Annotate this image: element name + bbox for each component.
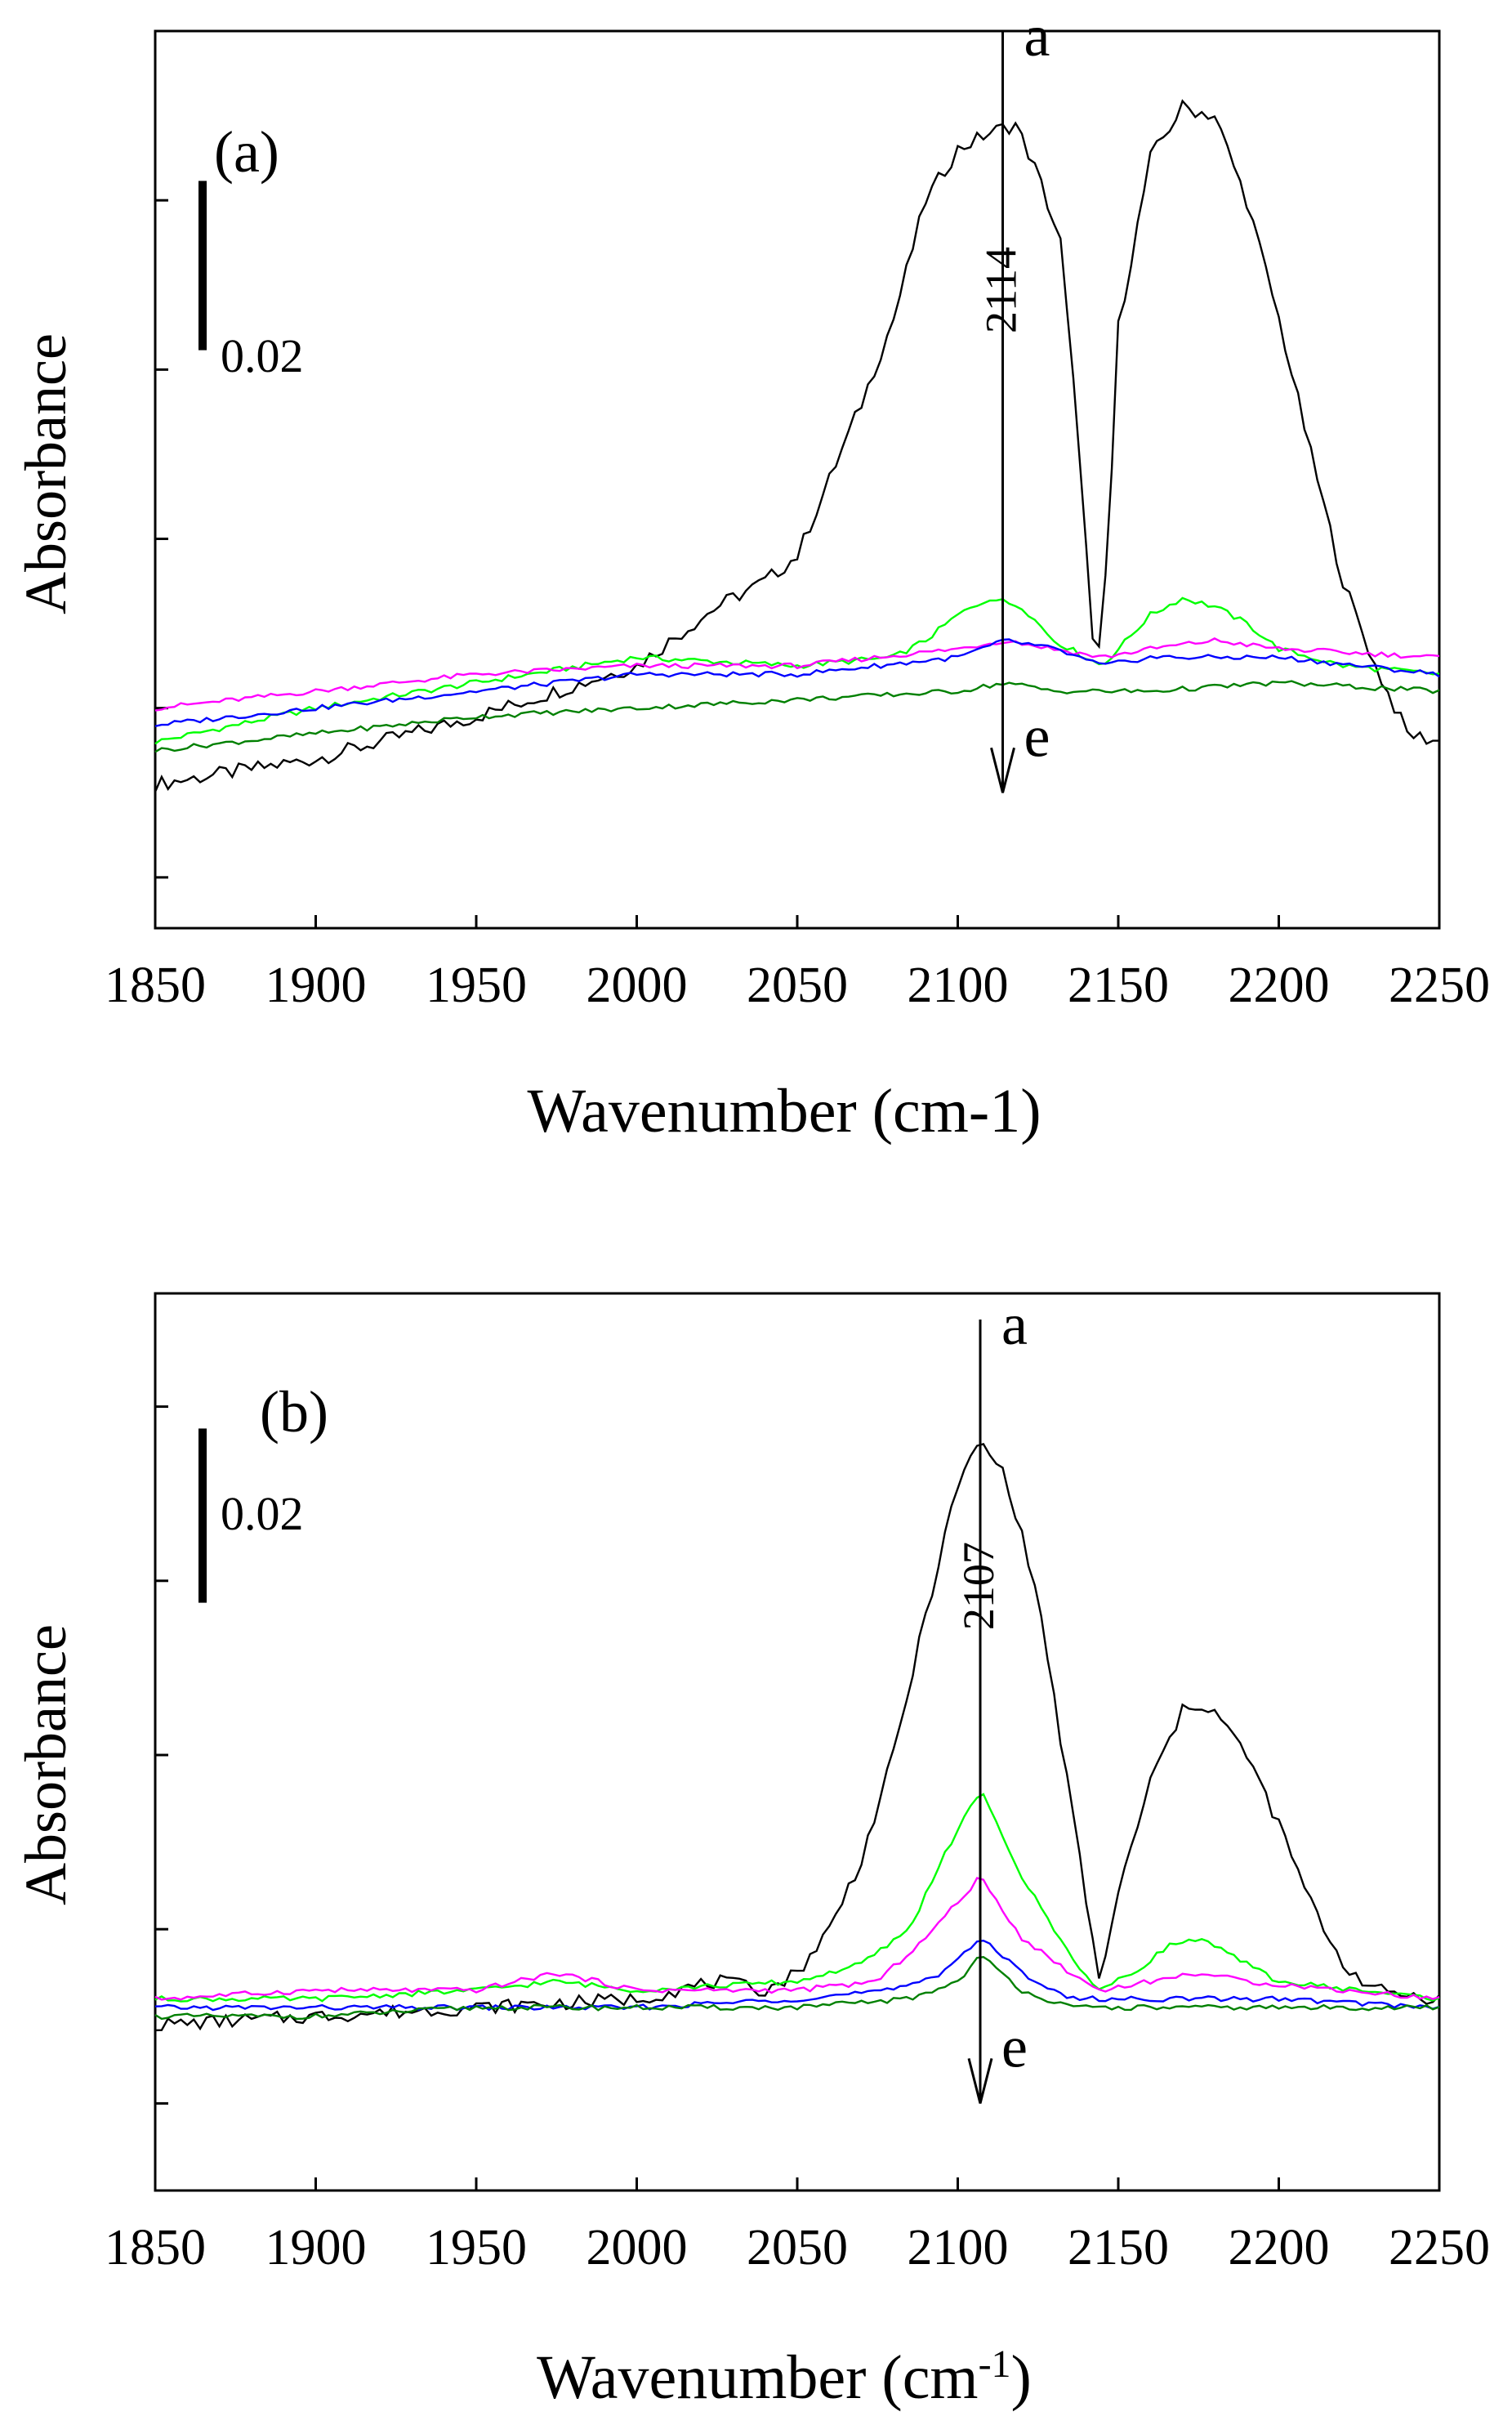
x-tick-label: 2150 <box>1068 958 1169 1013</box>
y-axis-ticks <box>155 1405 168 2105</box>
series-b-line <box>154 596 1440 745</box>
series-e-line <box>154 680 1440 753</box>
peak-position-label: 2114 <box>977 247 1026 333</box>
x-tick-label: 2150 <box>1068 2220 1169 2275</box>
x-tick-label: 2200 <box>1229 958 1330 1013</box>
scale-bar-label: 0.02 <box>221 329 304 382</box>
plot-frame <box>154 1292 1441 2192</box>
scale-bar-label: 0.02 <box>221 1487 304 1540</box>
series-b-line <box>154 1793 1440 2003</box>
x-tick-label: 2250 <box>1389 2220 1490 2275</box>
y-axis-label: Absorbance <box>13 1624 78 1905</box>
series-d-line <box>154 638 1440 727</box>
x-axis-label-tail: ) <box>1011 2343 1032 2412</box>
series-c-line <box>154 1877 1440 2001</box>
x-axis-label-superscript: -1 <box>979 2342 1011 2386</box>
x-tick-label: 2100 <box>908 2220 1009 2275</box>
series-c-line <box>154 637 1440 712</box>
x-tick-label: 2000 <box>587 2220 688 2275</box>
x-tick-label: 1850 <box>105 958 206 1013</box>
peak-arrow <box>990 31 1015 793</box>
x-axis-label: Wavenumber (cm-1) <box>527 1077 1041 1146</box>
x-tick-label: 2250 <box>1389 958 1490 1013</box>
arrow-top-label: a <box>1001 1292 1028 1357</box>
series-e-line <box>154 1955 1440 2021</box>
series-a-line <box>154 1443 1440 2032</box>
x-tick-label: 1900 <box>265 2220 367 2275</box>
x-tick-label: 1950 <box>426 958 527 1013</box>
arrow-bottom-label: e <box>1001 2014 1028 2079</box>
plot-frame <box>154 29 1441 930</box>
x-tick-labels: 1850 1900 1950 2000 2050 2100 2150 2200 2250 <box>105 958 1490 1013</box>
scale-bar <box>198 1428 207 1603</box>
x-tick-label: 2050 <box>747 958 848 1013</box>
x-tick-label: 2050 <box>747 2220 848 2275</box>
x-tick-label: 2100 <box>908 958 1009 1013</box>
series-a-line <box>154 99 1439 793</box>
scale-bar <box>198 181 207 351</box>
x-tick-label: 1950 <box>426 2220 527 2275</box>
x-tick-label: 2200 <box>1229 2220 1330 2275</box>
x-axis-ticks <box>154 915 1441 928</box>
arrow-head <box>967 2058 993 2104</box>
arrow-head <box>990 747 1015 793</box>
arrow-bottom-label: e <box>1024 703 1050 769</box>
x-tick-label: 1850 <box>105 2220 206 2275</box>
y-axis-label: Absorbance <box>13 333 78 614</box>
spectra-series <box>154 99 1440 793</box>
x-tick-labels: 1850 1900 1950 2000 2050 2100 2150 2200 2250 <box>105 2220 1490 2275</box>
x-tick-label: 2000 <box>587 958 688 1013</box>
panel-a: 1850 1900 1950 2000 2050 2100 2150 2200 2250 211… <box>13 3 1490 1146</box>
panel-label: (a) <box>214 119 279 185</box>
x-axis-label: Wavenumber (cm-1) <box>537 2342 1032 2413</box>
x-axis-ticks <box>154 2177 1441 2191</box>
peak-position-label: 2107 <box>954 1542 1003 1630</box>
series-d-line <box>154 1939 1440 2012</box>
peak-arrow <box>967 1319 993 2104</box>
x-tick-label: 1900 <box>265 958 367 1013</box>
panel-label: (b) <box>260 1379 328 1445</box>
panel-b: 1850 1900 1950 2000 2050 2100 2150 2200 2250 210… <box>13 1292 1490 2412</box>
x-axis-label-main: Wavenumber (cm <box>537 2343 978 2412</box>
spectra-series <box>154 1443 1440 2032</box>
arrow-top-label: a <box>1024 3 1050 69</box>
